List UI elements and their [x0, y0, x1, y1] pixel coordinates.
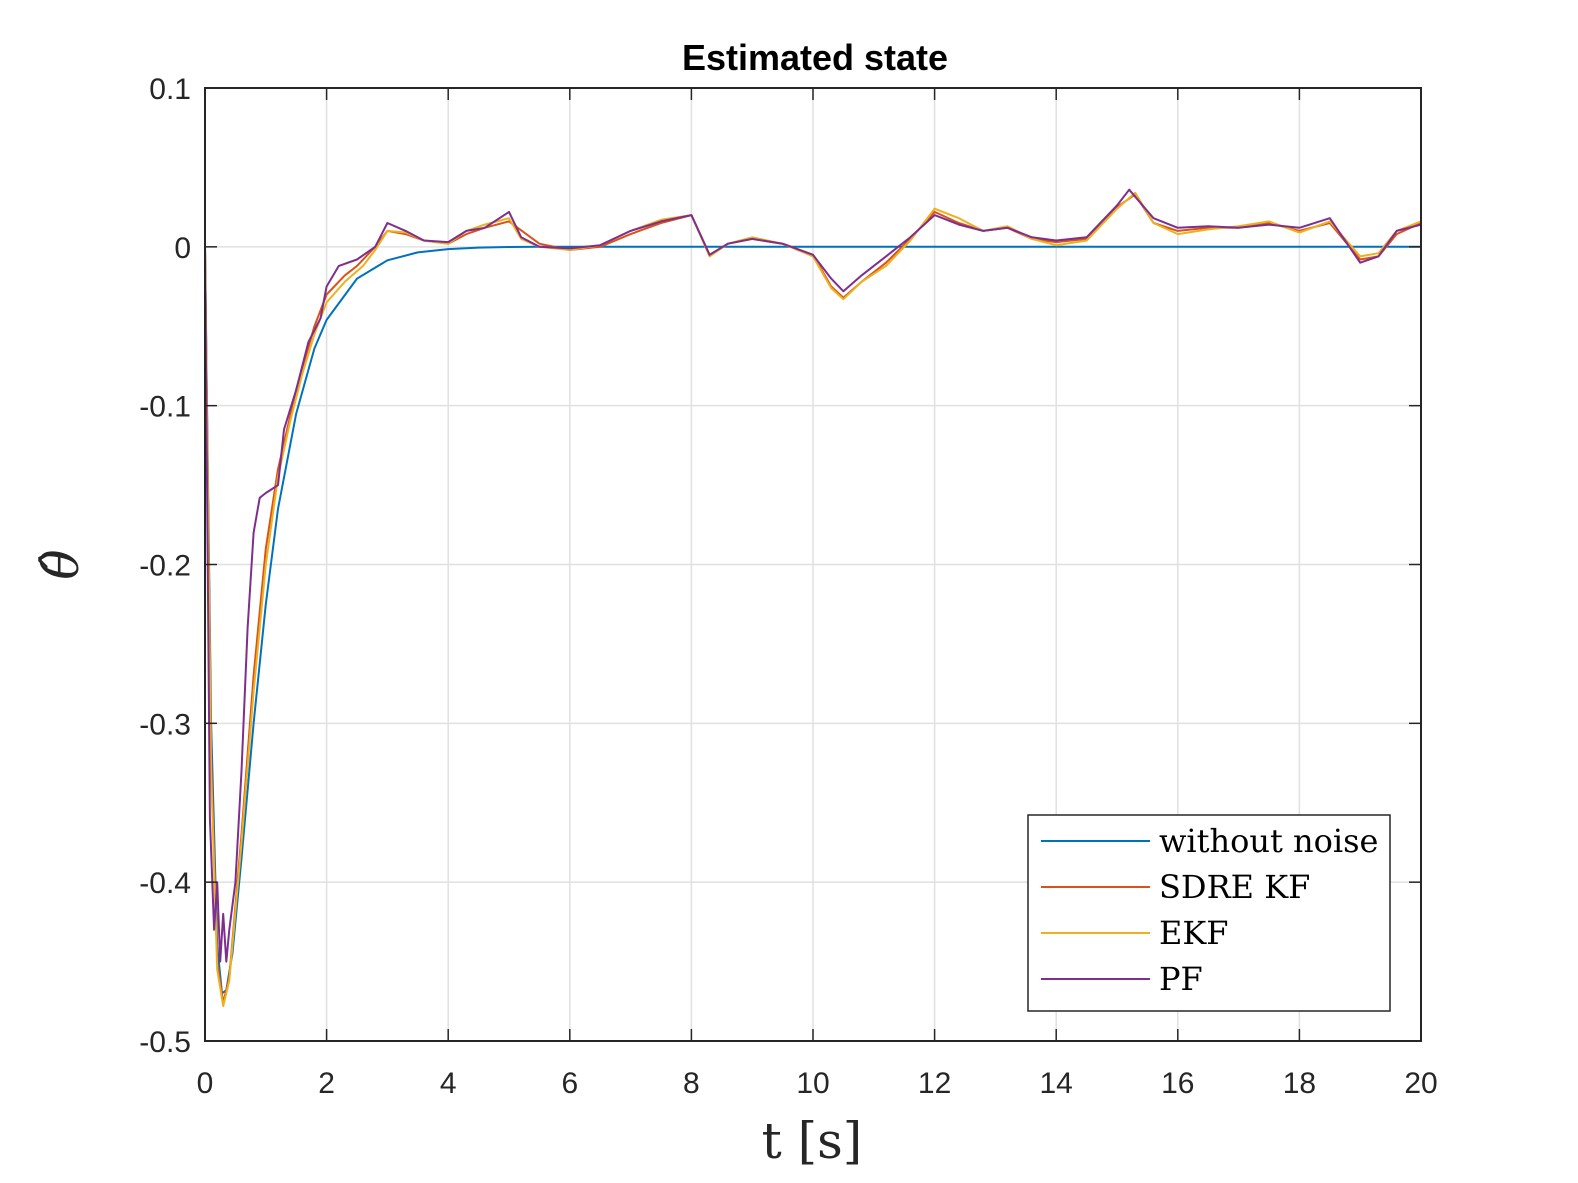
- y-tick-label: -0.1: [139, 391, 191, 424]
- x-tick-label: 20: [1404, 1067, 1437, 1100]
- legend-label: SDRE KF: [1159, 868, 1310, 906]
- x-tick-label: 8: [683, 1067, 700, 1100]
- x-tick-label: 2: [318, 1067, 335, 1100]
- x-axis-label: t [s]: [762, 1112, 863, 1170]
- x-tick-label: 18: [1283, 1067, 1316, 1100]
- legend-label: PF: [1159, 960, 1203, 998]
- y-tick-label: -0.2: [139, 550, 191, 583]
- chart-title: Estimated state: [682, 37, 948, 78]
- legend-label: without noise: [1159, 822, 1378, 860]
- series-line-4: [204, 188, 1422, 963]
- series-line-1: [204, 245, 1421, 995]
- x-tick-label: 0: [197, 1067, 214, 1100]
- x-tick-label: 6: [561, 1067, 578, 1100]
- x-tick-label: 4: [440, 1067, 457, 1100]
- legend: without noise SDRE KF EKF PF: [1027, 814, 1391, 1012]
- x-tick-label: 12: [918, 1067, 951, 1100]
- y-tick-label: -0.4: [139, 867, 191, 900]
- y-tick-label: -0.5: [139, 1026, 191, 1059]
- y-tick-label: 0.1: [149, 73, 191, 106]
- y-tick-label: 0: [174, 232, 191, 265]
- ticks: [204, 87, 1422, 1042]
- x-tick-label: 16: [1161, 1067, 1194, 1100]
- x-tick-label: 14: [1040, 1067, 1073, 1100]
- y-axis-label: θ̂: [32, 549, 90, 579]
- legend-label: EKF: [1159, 914, 1228, 952]
- series-lines: [204, 188, 1422, 1008]
- tick-labels: 0 2 4 6 8 10 12 14 16 18 20 -0.5 -0.4 -0.3 -0.2 -0.1 0 0.…: [139, 73, 1437, 1100]
- x-tick-label: 10: [796, 1067, 829, 1100]
- y-tick-label: -0.3: [139, 708, 191, 741]
